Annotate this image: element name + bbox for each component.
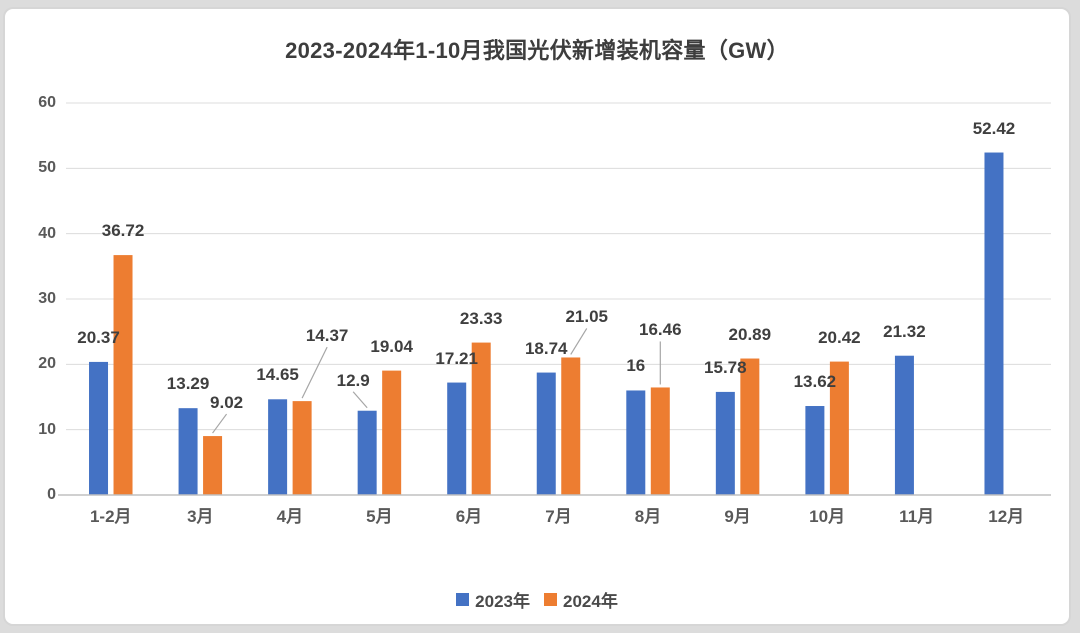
bar-2023年-10月 xyxy=(805,406,825,495)
data-label: 16 xyxy=(626,356,646,376)
bar-2023年-11月 xyxy=(894,355,914,495)
y-axis-tick-label: 0 xyxy=(47,486,56,503)
data-label-leader-line xyxy=(212,413,228,434)
bar-2024年-3月 xyxy=(203,436,223,495)
x-axis-label: 3月 xyxy=(187,507,214,526)
data-label: 21.32 xyxy=(883,321,926,341)
data-label: 18.74 xyxy=(524,338,568,358)
bar-2023年-3月 xyxy=(178,408,198,495)
x-axis-label: 6月 xyxy=(455,507,483,526)
bar-2024年-1-2月 xyxy=(113,255,133,495)
bar-2023年-6月 xyxy=(447,382,467,495)
x-axis-label: 11月 xyxy=(899,507,935,526)
data-label: 23.33 xyxy=(459,308,503,328)
bar-2023年-4月 xyxy=(268,399,288,495)
data-label-leader-line xyxy=(301,346,328,399)
bar-2024年-5月 xyxy=(382,370,402,495)
legend-item-2024: 2024年 xyxy=(544,587,618,612)
data-label: 19.04 xyxy=(370,336,413,356)
x-axis-label: 4月 xyxy=(276,507,304,526)
bar-2024年-9月 xyxy=(740,358,760,495)
bar-2024年-6月 xyxy=(471,342,491,495)
data-label: 14.37 xyxy=(305,326,349,346)
x-axis-label: 9月 xyxy=(724,507,751,526)
data-label: 20.42 xyxy=(818,327,861,347)
data-label: 21.05 xyxy=(565,307,609,327)
x-axis-label: 10月 xyxy=(809,507,846,526)
y-axis-tick-label: 40 xyxy=(38,224,56,242)
chart-legend: 2023年 2024年 xyxy=(5,587,1069,612)
bar-2024年-7月 xyxy=(561,357,581,495)
chart-canvas xyxy=(58,102,1051,496)
y-axis-tick-label: 50 xyxy=(38,159,56,177)
data-label: 16.46 xyxy=(639,320,682,340)
chart-card: 2023-2024年1-10月我国光伏新增装机容量（GW） 0 10 20 30 40 5… xyxy=(3,7,1071,626)
bar-2023年-12月 xyxy=(984,152,1004,496)
data-label: 13.62 xyxy=(793,372,837,392)
plot-area: 0 10 20 30 40 50 60 20.37 13.29 14.65 12.9 17.21 18.… xyxy=(5,9,1069,624)
bar-2024年-4月 xyxy=(292,401,312,495)
legend-label-2024: 2024年 xyxy=(563,592,618,611)
x-axis-label: 5月 xyxy=(366,507,393,526)
y-axis-tick-label: 20 xyxy=(38,355,56,373)
bar-2023年-8月 xyxy=(626,390,646,495)
data-label: 15.78 xyxy=(704,357,747,377)
bar-2024年-8月 xyxy=(650,387,670,495)
data-label-leader-line xyxy=(352,391,368,409)
legend-swatch-2023 xyxy=(456,593,470,606)
data-label: 12.9 xyxy=(336,370,370,390)
y-axis-tick-label: 10 xyxy=(38,420,56,438)
data-label: 17.21 xyxy=(435,348,478,368)
data-label: 13.29 xyxy=(166,374,210,394)
data-label: 9.02 xyxy=(210,393,244,413)
data-label: 20.37 xyxy=(77,327,120,347)
y-axis-tick-label: 30 xyxy=(38,290,56,307)
data-label: 20.89 xyxy=(728,324,772,344)
data-label: 36.72 xyxy=(101,221,145,241)
x-axis-label: 8月 xyxy=(634,507,662,526)
chart-title: 2023-2024年1-10月我国光伏新增装机容量（GW） xyxy=(285,38,789,63)
bar-2023年-1-2月 xyxy=(89,361,109,495)
x-axis-label: 12月 xyxy=(988,507,1025,526)
x-axis-label: 1-2月 xyxy=(89,507,132,526)
data-label: 14.65 xyxy=(256,365,299,385)
bar-2023年-7月 xyxy=(536,372,556,495)
bar-2023年-9月 xyxy=(715,391,735,495)
bar-2024年-10月 xyxy=(829,361,849,495)
bar-2023年-5月 xyxy=(357,410,377,495)
legend-swatch-2024 xyxy=(544,593,557,606)
legend-item-2023: 2023年 xyxy=(456,587,530,612)
x-axis-label: 7月 xyxy=(545,507,572,526)
y-axis-tick-label: 60 xyxy=(38,94,56,111)
legend-label-2023: 2023年 xyxy=(475,592,530,611)
data-label: 52.42 xyxy=(972,118,1016,138)
data-label-leader-line xyxy=(570,328,588,355)
